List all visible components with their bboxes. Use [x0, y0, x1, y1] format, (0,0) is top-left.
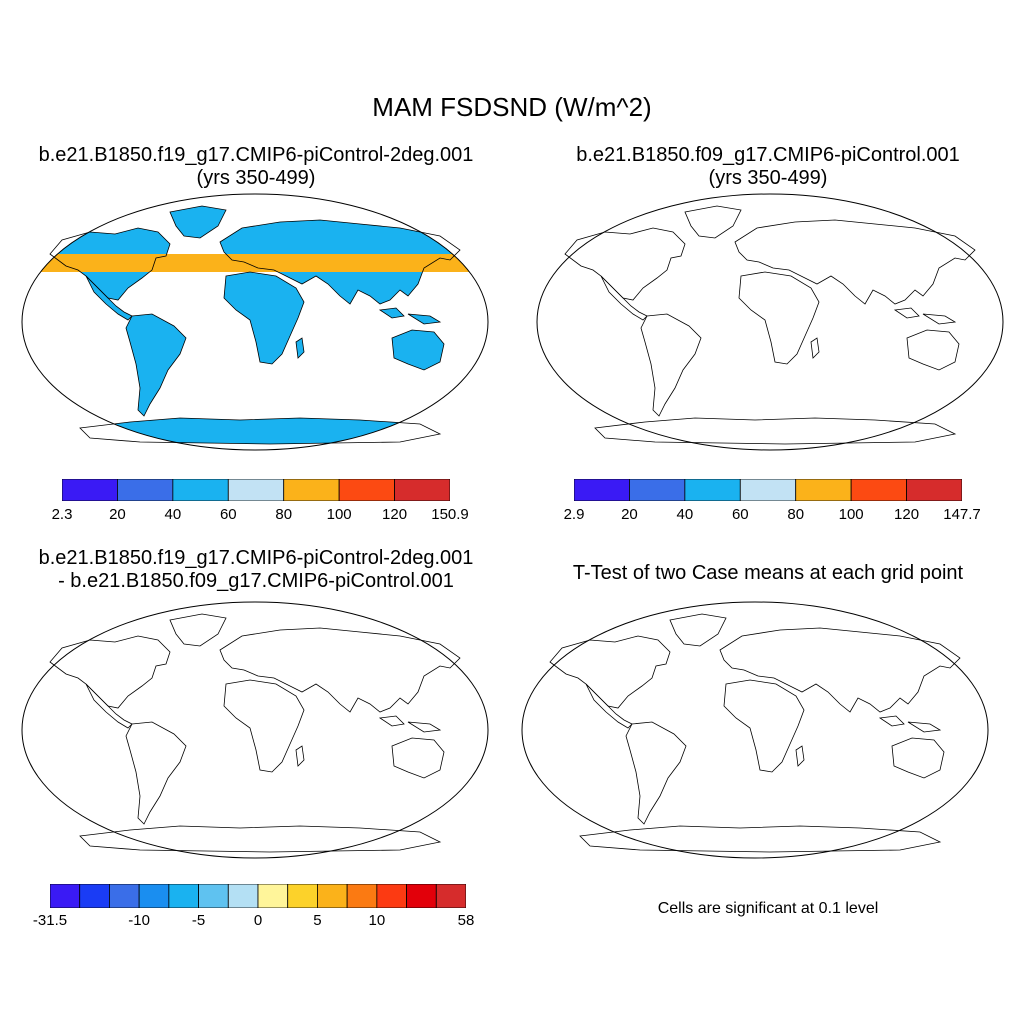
colorbar-swatch [117, 478, 174, 502]
colorbar-swatch [227, 478, 285, 502]
panel-2-colorbar-ticks: 2.9 20 40 60 80 100 120 147.7 [564, 506, 981, 526]
colorbar-tick-label: -5 [191, 912, 206, 929]
colorbar-swatch [739, 478, 797, 502]
colorbar-swatch [629, 478, 686, 502]
colorbar-tick-label: 40 [676, 506, 694, 523]
panel-1-map-field [22, 206, 488, 444]
colorbar-tick-label: 2.9 [563, 506, 585, 523]
colorbar-swatch [435, 883, 467, 909]
colorbar-tick-label: 80 [275, 506, 293, 523]
panel-3-map-border [21, 601, 489, 859]
panel-2-map-border [536, 193, 1004, 451]
panel-1-map-border [21, 193, 489, 451]
colorbar-swatch [138, 883, 170, 909]
colorbar-tick-label: 120 [382, 506, 408, 523]
colorbar-swatch [376, 883, 407, 909]
colorbar-tick-label: 0 [253, 912, 263, 929]
colorbar-swatch [684, 478, 741, 502]
colorbar-swatch [795, 478, 852, 502]
colorbar-tick-label: 20 [621, 506, 638, 523]
colorbar-swatch [109, 883, 140, 909]
colorbar-swatch [906, 478, 963, 502]
panel-4-title: T-Test of two Case means at each grid po… [572, 562, 964, 584]
panel-1-map [21, 193, 489, 451]
colorbar-tick-label: 5 [313, 912, 322, 929]
panel-1-colorbar [61, 478, 451, 502]
panel-4-map [521, 601, 989, 859]
panel-1-title: b.e21.B1850.f19_g17.CMIP6-piControl-2deg… [0, 144, 512, 190]
colorbar-swatch [79, 883, 110, 909]
colorbar-swatch [227, 883, 259, 909]
colorbar-tick-label: 147.7 [943, 506, 981, 523]
colorbar-tick-label: -10 [128, 912, 150, 929]
colorbar-tick-label: 10 [368, 912, 386, 929]
colorbar-swatch [198, 883, 229, 909]
colorbar-swatch [168, 883, 199, 909]
colorbar-tick-label: 150.9 [431, 506, 469, 523]
colorbar-tick-label: -31.5 [32, 912, 68, 929]
colorbar-swatch [49, 883, 81, 909]
colorbar-swatch [394, 478, 451, 502]
colorbar-tick-label: 100 [838, 506, 864, 523]
panel-3-colorbar-ticks: -31.5 -10 -5 0 5 10 58 [33, 912, 474, 932]
colorbar-swatch [317, 883, 348, 909]
panel-3-colorbar [49, 883, 467, 909]
panel-3-title: b.e21.B1850.f19_g17.CMIP6-piControl-2deg… [0, 547, 512, 593]
colorbar-swatch [850, 478, 907, 502]
colorbar-tick-label: 60 [731, 506, 749, 523]
figure-title: MAM FSDSND (W/m^2) [372, 92, 652, 122]
panel-1-colorbar-ticks: 2.3 20 40 60 80 100 120 150.9 [52, 506, 469, 526]
panel-4-map-border [521, 601, 989, 859]
colorbar-swatch [257, 883, 289, 909]
panel-2-colorbar [573, 478, 963, 502]
colorbar-tick-label: 100 [326, 506, 352, 523]
colorbar-swatch [338, 478, 395, 502]
colorbar-swatch [61, 478, 118, 502]
panel-3-map [21, 601, 489, 859]
colorbar-tick-label: 58 [457, 912, 475, 929]
panel-2-map [536, 193, 1004, 451]
colorbar-swatch [406, 883, 437, 909]
colorbar-tick-label: 2.3 [51, 506, 73, 523]
panel-1-title-line1: b.e21.B1850.f19_g17.CMIP6-piControl-2deg… [38, 144, 474, 166]
colorbar-tick-label: 60 [219, 506, 237, 523]
colorbar-swatch [283, 478, 340, 502]
colorbar-swatch [172, 478, 229, 502]
panel-2-title-line1: b.e21.B1850.f09_g17.CMIP6-piControl.001 [576, 144, 960, 166]
panel-3-title-line2: - b.e21.B1850.f09_g17.CMIP6-piControl.00… [58, 570, 454, 592]
panel-3-title-line1: b.e21.B1850.f19_g17.CMIP6-piControl-2deg… [38, 547, 474, 569]
colorbar-tick-label: 40 [164, 506, 182, 523]
colorbar-swatch [287, 883, 318, 909]
colorbar-swatch [346, 883, 378, 909]
panel-1-title-line2: (yrs 350-499) [196, 167, 316, 189]
colorbar-tick-label: 20 [109, 506, 126, 523]
significance-note: Cells are significant at 0.1 level [657, 900, 879, 917]
colorbar-tick-label: 80 [787, 506, 805, 523]
panel-2-title-line2: (yrs 350-499) [708, 167, 828, 189]
panel-2-title: b.e21.B1850.f09_g17.CMIP6-piControl.001 … [512, 144, 1024, 190]
colorbar-swatch [573, 478, 630, 502]
colorbar-tick-label: 120 [894, 506, 920, 523]
